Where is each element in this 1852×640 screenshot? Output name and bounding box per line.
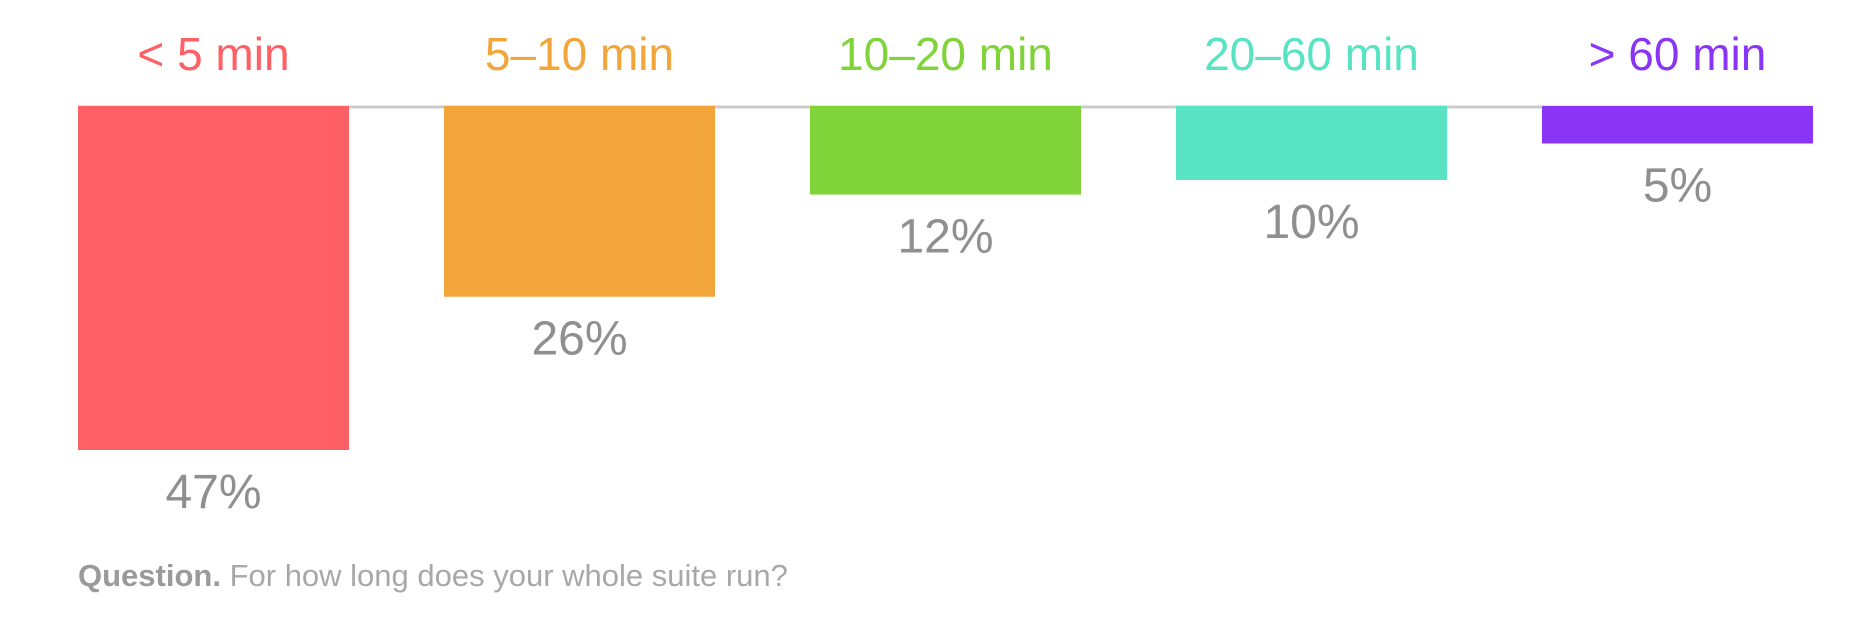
category-label: < 5 min [137,28,289,80]
bar [444,106,715,297]
value-label: 47% [165,466,261,519]
bar [1542,106,1813,144]
value-label: 10% [1263,196,1359,249]
category-label: 5–10 min [485,28,674,80]
chart-caption: Question. For how long does your whole s… [78,558,788,594]
bar [810,106,1081,195]
caption-lead: Question. [78,558,221,593]
bar [78,106,349,450]
value-label: 5% [1643,159,1712,212]
category-label: 10–20 min [838,28,1053,80]
value-label: 26% [531,313,627,366]
category-label: 20–60 min [1204,28,1419,80]
category-label: > 60 min [1589,28,1767,80]
value-label: 12% [897,211,993,264]
caption-text: For how long does your whole suite run? [229,558,788,593]
bar [1176,106,1447,180]
